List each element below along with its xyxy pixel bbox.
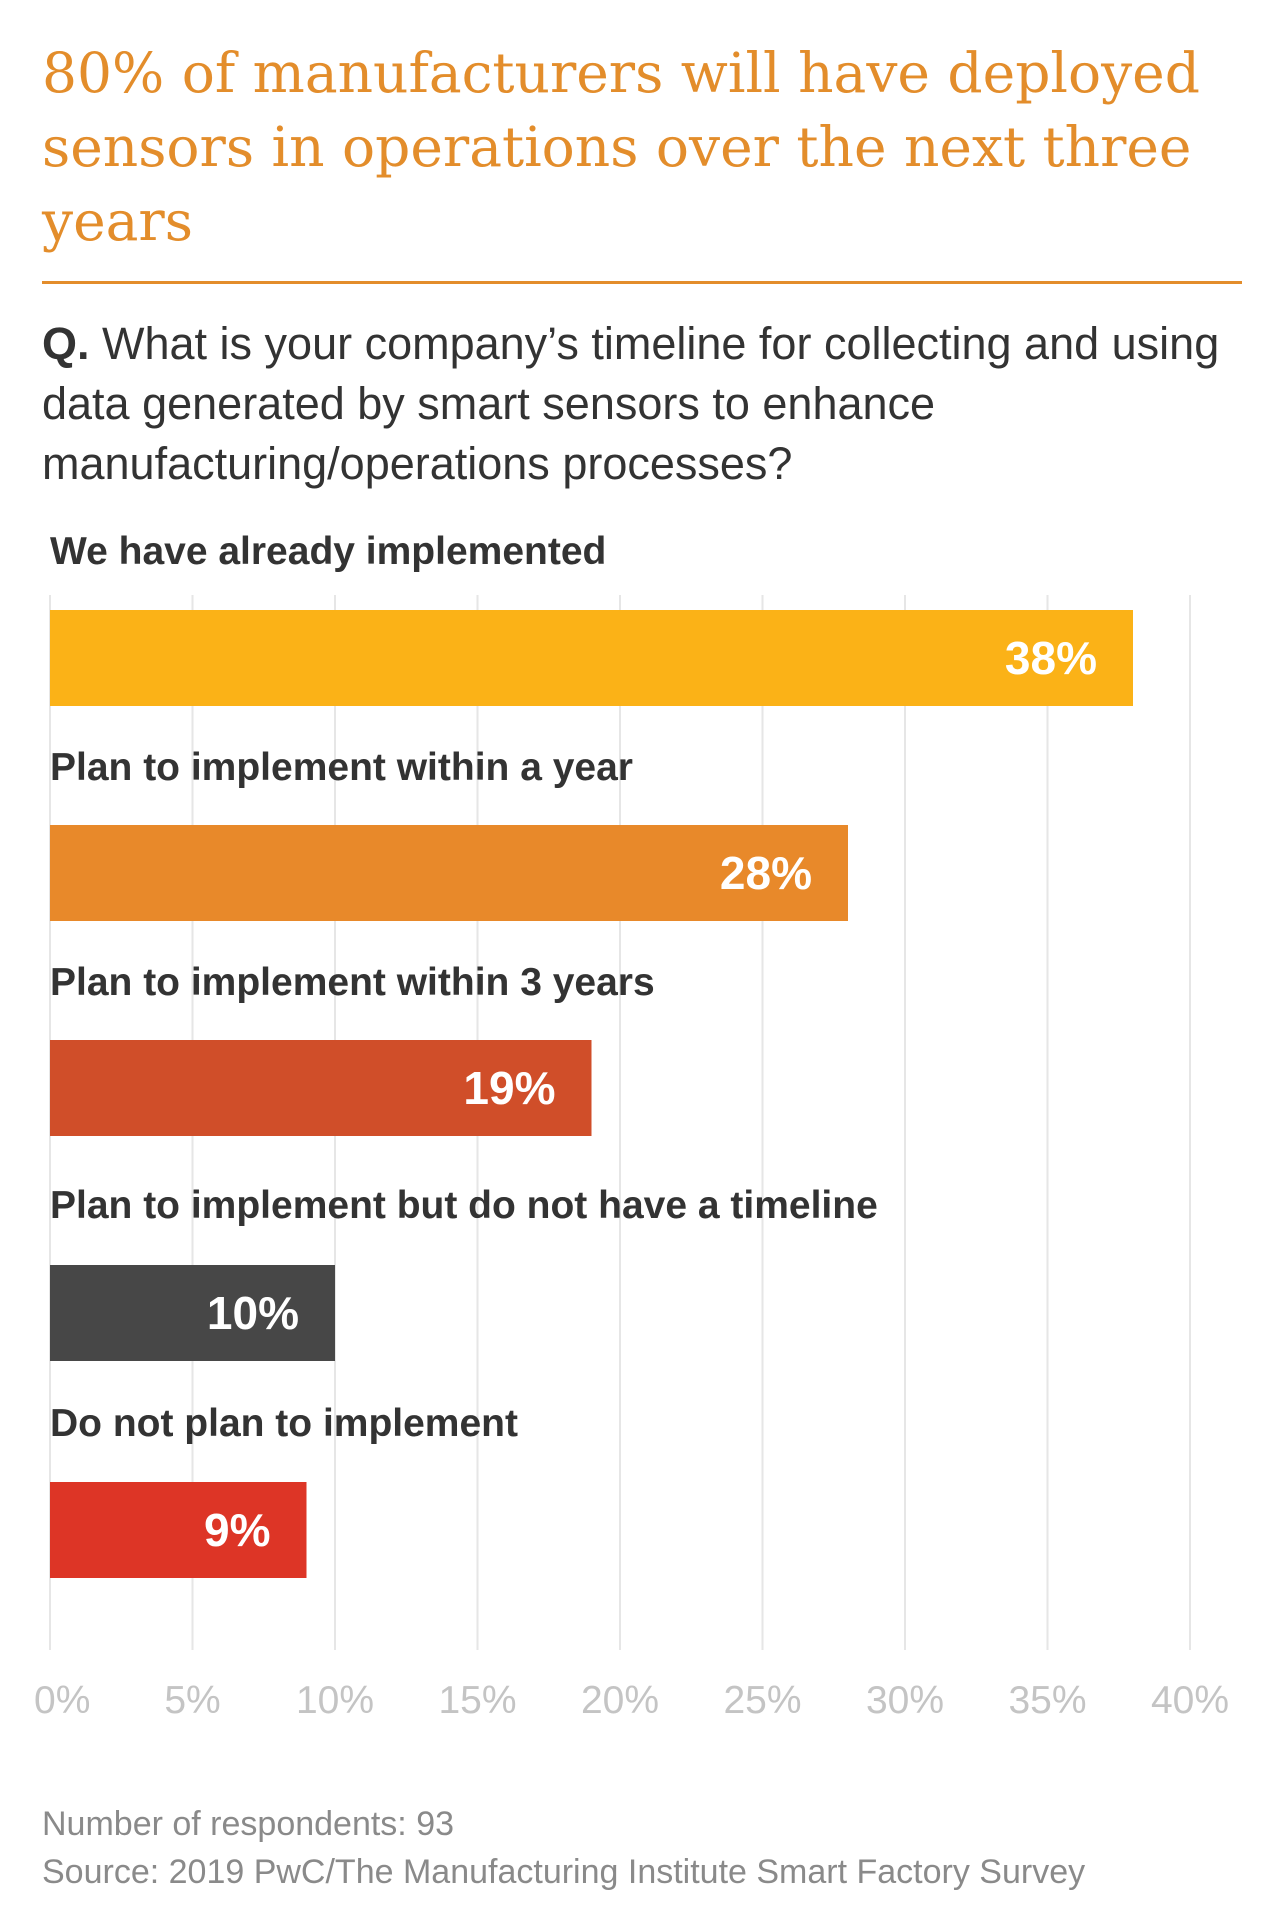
chart-title: 80% of manufacturers will have deployed … — [42, 41, 1200, 253]
x-tick-label: 0% — [34, 1679, 90, 1722]
bar — [50, 1265, 335, 1361]
category-label: Plan to implement within a year — [50, 746, 633, 789]
value-label: 9% — [204, 1504, 270, 1556]
value-label: 19% — [463, 1062, 555, 1114]
question-text: What is your company’s timeline for coll… — [42, 318, 1220, 489]
x-tick-label: 40% — [1151, 1679, 1229, 1722]
category-label: Do not plan to implement — [50, 1402, 518, 1445]
x-tick-label: 20% — [581, 1679, 659, 1722]
x-tick-label: 10% — [296, 1679, 374, 1722]
question-prefix: Q. — [42, 318, 90, 369]
category-label: Plan to implement within 3 years — [50, 961, 655, 1004]
value-label: 28% — [720, 847, 812, 899]
x-tick-label: 35% — [1008, 1679, 1086, 1722]
bar — [50, 1482, 307, 1578]
category-label: Plan to implement but do not have a time… — [50, 1184, 878, 1227]
x-tick-label: 5% — [164, 1679, 220, 1722]
survey-question: Q. What is your company’s timeline for c… — [42, 314, 1242, 494]
title-divider — [42, 281, 1242, 284]
bar — [50, 1040, 592, 1136]
bar — [50, 610, 1133, 706]
value-label: 10% — [207, 1287, 299, 1339]
x-tick-label: 30% — [866, 1679, 944, 1722]
value-label: 38% — [1005, 632, 1097, 684]
x-tick-label: 15% — [438, 1679, 516, 1722]
source-note: Source: 2019 PwC/The Manufacturing Insti… — [42, 1853, 1086, 1891]
bar-chart: 0% 5% 10% 15% 20% 25% 30% 35% 40% We have already… — [34, 530, 1229, 1722]
category-label: We have already implemented — [50, 530, 606, 573]
bar — [50, 825, 848, 921]
x-tick-label: 25% — [723, 1679, 801, 1722]
respondents-note: Number of respondents: 93 — [42, 1805, 455, 1843]
